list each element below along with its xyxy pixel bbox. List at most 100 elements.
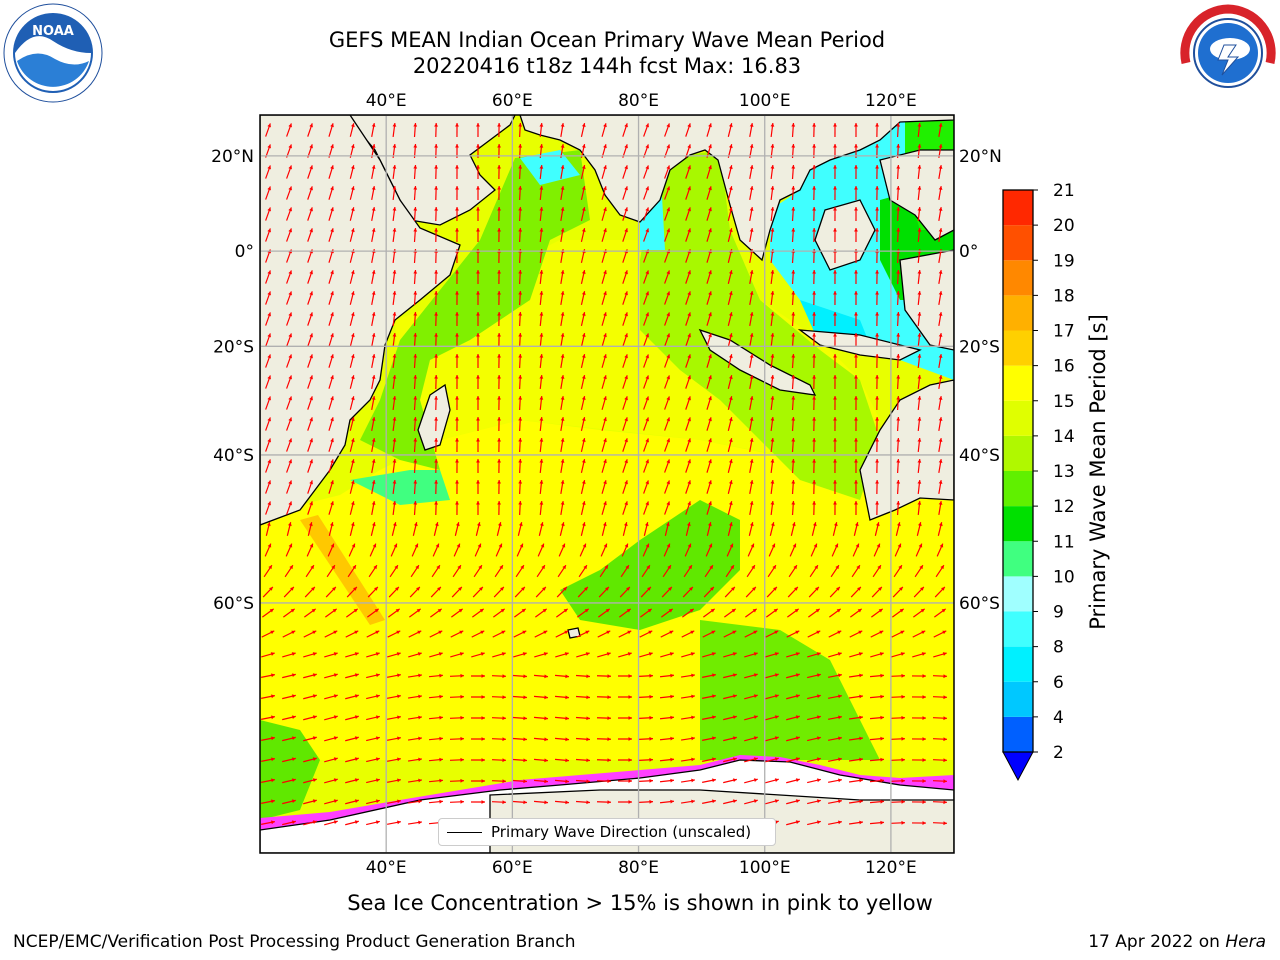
wave-arrow [727,228,733,242]
wave-arrow [638,736,654,741]
wave-arrow [685,438,691,452]
wave-arrow [470,800,486,804]
wave-arrow [854,185,858,201]
wave-arrow [413,458,418,474]
wave-arrow [286,270,292,284]
wave-arrow [349,228,355,242]
wave-arrow [810,543,818,557]
wave-arrow [938,500,943,516]
wave-arrow [577,608,589,618]
wave-arrow [854,332,858,348]
wave-arrow [643,480,649,494]
wave-arrow [476,206,480,222]
wave-arrow [896,227,901,243]
wave-arrow [932,800,948,805]
wave-arrow [328,312,334,326]
wave-arrow [622,459,628,473]
wave-arrow [474,543,482,557]
wave-arrow [428,715,444,720]
wave-arrow [702,778,716,783]
wave-arrow [828,757,842,762]
wave-arrow [643,522,649,536]
wave-arrow [890,715,906,720]
wave-arrow [283,586,295,598]
wave-arrow [601,375,607,389]
wave-arrow [791,185,796,201]
wave-arrow [601,333,607,347]
wave-arrow [875,353,879,369]
wave-arrow [580,207,586,221]
wave-arrow [539,416,544,432]
wave-arrow [282,652,296,658]
wave-arrow [727,270,733,284]
wave-arrow [328,186,334,200]
wave-arrow [497,416,501,432]
wave-arrow [706,186,712,200]
wave-arrow [497,332,501,348]
wave-arrow [286,333,292,347]
wave-arrow [577,586,589,598]
wave-arrow [727,123,733,137]
wave-arrow [812,227,817,243]
wave-arrow [392,227,397,243]
wave-arrow [476,500,480,516]
wave-arrow [766,586,778,598]
wave-arrow [345,630,359,638]
wave-arrow [664,186,670,200]
wave-arrow [392,311,397,327]
wave-arrow [770,479,775,495]
wave-arrow [476,122,480,138]
wave-arrow [495,543,503,557]
wave-arrow [643,186,649,200]
wave-arrow [286,522,292,536]
wave-arrow [497,458,501,474]
wave-arrow [808,608,820,618]
wave-arrow [518,479,523,495]
wave-arrow [765,715,779,721]
wave-arrow [286,207,292,221]
wave-arrow [770,185,775,201]
wave-arrow [749,270,754,284]
wave-arrow [706,375,712,389]
wave-arrow [539,500,544,516]
wave-arrow [575,737,591,742]
wave-arrow [470,758,486,762]
wave-arrow [896,164,901,180]
wave-arrow [727,186,733,200]
wave-arrow [282,757,296,763]
lat-tick-right-0: 20°N [959,147,1002,167]
wave-arrow [643,417,649,431]
wave-arrow [472,586,484,598]
wave-arrow [328,459,334,473]
wave-arrow [622,501,628,515]
wave-arrow [685,354,691,368]
wave-arrow [307,123,313,137]
wave-arrow [533,716,549,721]
wave-arrow [619,608,631,618]
wave-arrow [512,779,528,784]
colorbar-tick-9: 14 [1053,427,1075,447]
wave-arrow [286,438,292,452]
colorbar-tick-0: 2 [1053,743,1064,763]
wave-arrow [727,333,733,347]
wave-arrow [282,630,296,638]
wave-arrow [749,417,754,431]
wave-arrow [938,479,943,495]
wave-arrow [387,799,401,804]
wave-arrow [434,500,439,516]
wave-arrow [915,543,923,557]
wave-arrow [265,228,271,242]
wave-arrow [303,757,317,763]
wave-arrow [261,820,275,825]
wave-arrow [560,458,565,474]
wave-arrow [620,564,630,578]
wave-arrow [286,165,292,179]
wave-arrow [875,332,879,348]
wave-arrow [579,543,587,557]
wave-arrow [560,227,565,243]
wave-arrow [638,757,654,762]
wave-arrow [683,564,693,578]
wave-arrow [875,269,879,285]
wave-arrow [554,737,570,742]
wave-arrow [536,564,546,578]
